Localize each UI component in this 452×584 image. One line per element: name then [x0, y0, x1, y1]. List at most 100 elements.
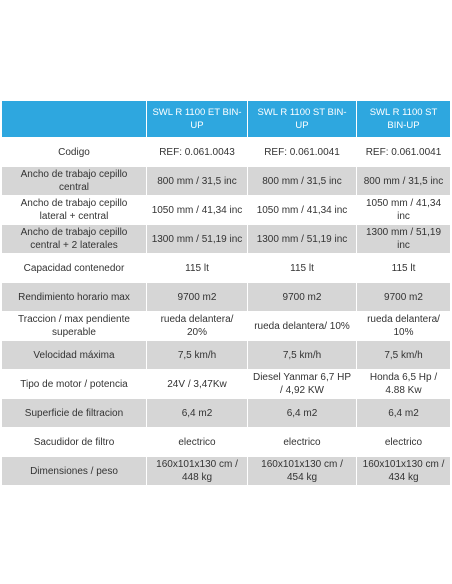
value-cell: 7,5 km/h: [357, 341, 450, 370]
table-row: Sacudidor de filtro electrico electrico ele…: [2, 428, 450, 457]
label-cell: Ancho de trabajo cepillo lateral + centr…: [2, 196, 147, 225]
value-cell: electrico: [248, 428, 357, 457]
value-cell: Honda 6,5 Hp / 4.88 Kw: [357, 370, 450, 399]
cell-text: 115 lt: [185, 262, 209, 274]
table-row: Velocidad máxima 7,5 km/h 7,5 km/h 7,5 km/h: [2, 341, 450, 370]
cell-text: Ancho de trabajo cepillo central: [20, 169, 128, 193]
value-cell: rueda delantera/ 20%: [147, 312, 248, 341]
header-cell: SWL R 1100 ST BIN-UP: [357, 101, 450, 138]
cell-text: 1300 mm / 51,19 inc: [151, 233, 243, 245]
table-row: Tipo de motor / potencia 24V / 3,47Kw Dies…: [2, 370, 450, 399]
value-cell: Diesel Yanmar 6,7 HP / 4,92 KW: [248, 370, 357, 399]
cell-text: 24V / 3,47Kw: [167, 378, 227, 390]
label-cell: Tipo de motor / potencia: [2, 370, 147, 399]
cell-text: rueda delantera/ 10%: [254, 320, 350, 332]
cell-text: SWL R 1100 ST BIN-UP: [369, 107, 438, 131]
cell-text: REF: 0.061.0043: [159, 146, 235, 158]
value-cell: 115 lt: [357, 254, 450, 283]
cell-text: 7,5 km/h: [177, 349, 217, 361]
value-cell: 6,4 m2: [357, 399, 450, 428]
cell-text: REF: 0.061.0041: [264, 146, 340, 158]
label-cell: Dimensiones / peso: [2, 457, 147, 486]
value-cell: 1300 mm / 51,19 inc: [357, 225, 450, 254]
value-cell: 7,5 km/h: [248, 341, 357, 370]
table-row: Capacidad contenedor 115 lt 115 lt 115 lt: [2, 254, 450, 283]
header-cell: [2, 101, 147, 138]
cell-text: Sacudidor de filtro: [33, 436, 115, 448]
label-cell: Rendimiento horario max: [2, 283, 147, 312]
value-cell: REF: 0.061.0041: [248, 138, 357, 167]
cell-text: Ancho de trabajo cepillo lateral + centr…: [20, 198, 128, 222]
cell-text: rueda delantera/ 10%: [367, 314, 440, 338]
value-cell: 24V / 3,47Kw: [147, 370, 248, 399]
value-cell: 1050 mm / 41,34 inc: [147, 196, 248, 225]
value-cell: electrico: [357, 428, 450, 457]
header-cell: SWL R 1100 ET BIN-UP: [147, 101, 248, 138]
table-row: Codigo REF: 0.061.0043 REF: 0.061.0041 REF:…: [2, 138, 450, 167]
table-row: Superficie de filtracion 6,4 m2 6,4 m2 6,4 …: [2, 399, 450, 428]
table-row: Dimensiones / peso 160x101x130 cm / 448 k…: [2, 457, 450, 486]
cell-text: 9700 m2: [177, 291, 217, 303]
value-cell: REF: 0.061.0043: [147, 138, 248, 167]
cell-text: 115 lt: [391, 262, 416, 274]
cell-text: Traccion / max pendiente superable: [18, 314, 130, 338]
cell-text: 6,4 m2: [286, 407, 318, 419]
cell-text: 6,4 m2: [388, 407, 419, 419]
label-cell: Codigo: [2, 138, 147, 167]
value-cell: 9700 m2: [248, 283, 357, 312]
value-cell: 9700 m2: [147, 283, 248, 312]
value-cell: 800 mm / 31,5 inc: [147, 167, 248, 196]
value-cell: 6,4 m2: [248, 399, 357, 428]
value-cell: 160x101x130 cm / 454 kg: [248, 457, 357, 486]
cell-text: Rendimiento horario max: [18, 291, 130, 303]
cell-text: Velocidad máxima: [33, 349, 115, 361]
value-cell: 1300 mm / 51,19 inc: [248, 225, 357, 254]
value-cell: 115 lt: [248, 254, 357, 283]
value-cell: 9700 m2: [357, 283, 450, 312]
cell-text: Diesel Yanmar 6,7 HP / 4,92 KW: [252, 372, 351, 396]
label-cell: Sacudidor de filtro: [2, 428, 147, 457]
table-row: Ancho de trabajo cepillo central 800 mm /…: [2, 167, 450, 196]
cell-text: 800 mm / 31,5 inc: [363, 175, 444, 187]
value-cell: 1050 mm / 41,34 inc: [357, 196, 450, 225]
value-cell: 7,5 km/h: [147, 341, 248, 370]
cell-text: 1050 mm / 41,34 inc: [256, 204, 348, 216]
cell-text: 7,5 km/h: [282, 349, 322, 361]
table-row: Ancho de trabajo cepillo central + 2 lat…: [2, 225, 450, 254]
cell-text: 160x101x130 cm / 434 kg: [362, 459, 445, 483]
table-row: Rendimiento horario max 9700 m2 9700 m2 970…: [2, 283, 450, 312]
value-cell: rueda delantera/ 10%: [248, 312, 357, 341]
label-cell: Ancho de trabajo cepillo central + 2 lat…: [2, 225, 147, 254]
cell-text: 800 mm / 31,5 inc: [262, 175, 342, 187]
cell-text: rueda delantera/ 20%: [160, 314, 234, 338]
cell-text: 9700 m2: [384, 291, 423, 303]
label-cell: Ancho de trabajo cepillo central: [2, 167, 147, 196]
cell-text: Tipo de motor / potencia: [20, 378, 128, 390]
header-cell: SWL R 1100 ST BIN-UP: [248, 101, 357, 138]
value-cell: 160x101x130 cm / 448 kg: [147, 457, 248, 486]
cell-text: 6,4 m2: [181, 407, 213, 419]
cell-text: 1300 mm / 51,19 inc: [256, 233, 348, 245]
cell-text: 160x101x130 cm / 448 kg: [156, 459, 238, 483]
value-cell: 1300 mm / 51,19 inc: [147, 225, 248, 254]
label-cell: Superficie de filtracion: [2, 399, 147, 428]
cell-text: electrico: [384, 436, 423, 448]
cell-text: 1050 mm / 41,34 inc: [151, 204, 243, 216]
cell-text: SWL R 1100 ST BIN-UP: [257, 107, 347, 131]
cell-text: SWL R 1100 ET BIN-UP: [152, 107, 242, 131]
cell-text: 160x101x130 cm / 454 kg: [261, 459, 343, 483]
cell-text: 1050 mm / 41,34 inc: [365, 198, 442, 222]
cell-text: electrico: [283, 436, 321, 448]
value-cell: 800 mm / 31,5 inc: [248, 167, 357, 196]
cell-text: 7,5 km/h: [384, 349, 423, 361]
cell-text: 9700 m2: [282, 291, 322, 303]
header-row: SWL R 1100 ET BIN-UP SWL R 1100 ST BIN-UP…: [2, 101, 450, 138]
cell-text: Capacidad contenedor: [23, 262, 125, 274]
value-cell: electrico: [147, 428, 248, 457]
table-row: Ancho de trabajo cepillo lateral + centr…: [2, 196, 450, 225]
value-cell: 115 lt: [147, 254, 248, 283]
cell-text: 1300 mm / 51,19 inc: [365, 227, 442, 251]
cell-text: Codigo: [58, 146, 90, 158]
cell-text: electrico: [178, 436, 216, 448]
